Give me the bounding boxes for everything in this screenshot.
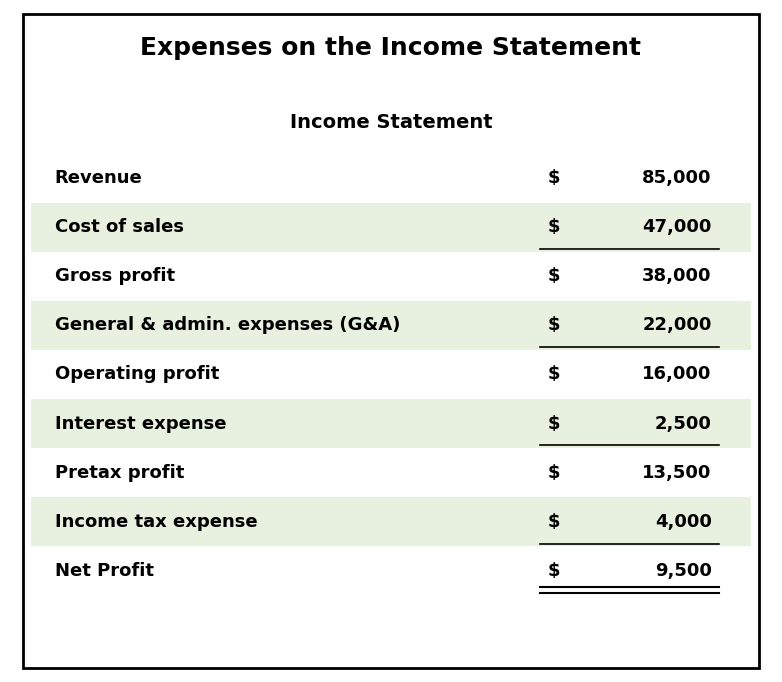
Text: 22,000: 22,000 [642, 316, 712, 334]
Text: 4,000: 4,000 [655, 513, 712, 531]
Text: 16,000: 16,000 [642, 366, 712, 383]
Text: 47,000: 47,000 [642, 218, 712, 236]
Text: $: $ [547, 464, 560, 481]
Text: $: $ [547, 169, 560, 187]
Text: Operating profit: Operating profit [55, 366, 219, 383]
Text: 2,500: 2,500 [655, 415, 712, 432]
Text: Income Statement: Income Statement [289, 113, 493, 132]
FancyBboxPatch shape [31, 497, 751, 546]
Text: $: $ [547, 366, 560, 383]
Text: 38,000: 38,000 [642, 267, 712, 285]
Text: Cost of sales: Cost of sales [55, 218, 184, 236]
FancyBboxPatch shape [31, 399, 751, 448]
Text: $: $ [547, 267, 560, 285]
Text: 9,500: 9,500 [655, 562, 712, 580]
Text: $: $ [547, 218, 560, 236]
Text: $: $ [547, 562, 560, 580]
Text: $: $ [547, 316, 560, 334]
FancyBboxPatch shape [23, 14, 759, 668]
Text: $: $ [547, 513, 560, 531]
Text: Revenue: Revenue [55, 169, 142, 187]
FancyBboxPatch shape [31, 203, 751, 252]
Text: General & admin. expenses (G&A): General & admin. expenses (G&A) [55, 316, 400, 334]
Text: Pretax profit: Pretax profit [55, 464, 184, 481]
Text: Interest expense: Interest expense [55, 415, 226, 432]
FancyBboxPatch shape [31, 301, 751, 350]
Text: 13,500: 13,500 [642, 464, 712, 481]
Text: Expenses on the Income Statement: Expenses on the Income Statement [141, 35, 641, 60]
Text: Income tax expense: Income tax expense [55, 513, 257, 531]
Text: Net Profit: Net Profit [55, 562, 154, 580]
Text: Gross profit: Gross profit [55, 267, 175, 285]
Text: $: $ [547, 415, 560, 432]
Text: 85,000: 85,000 [642, 169, 712, 187]
